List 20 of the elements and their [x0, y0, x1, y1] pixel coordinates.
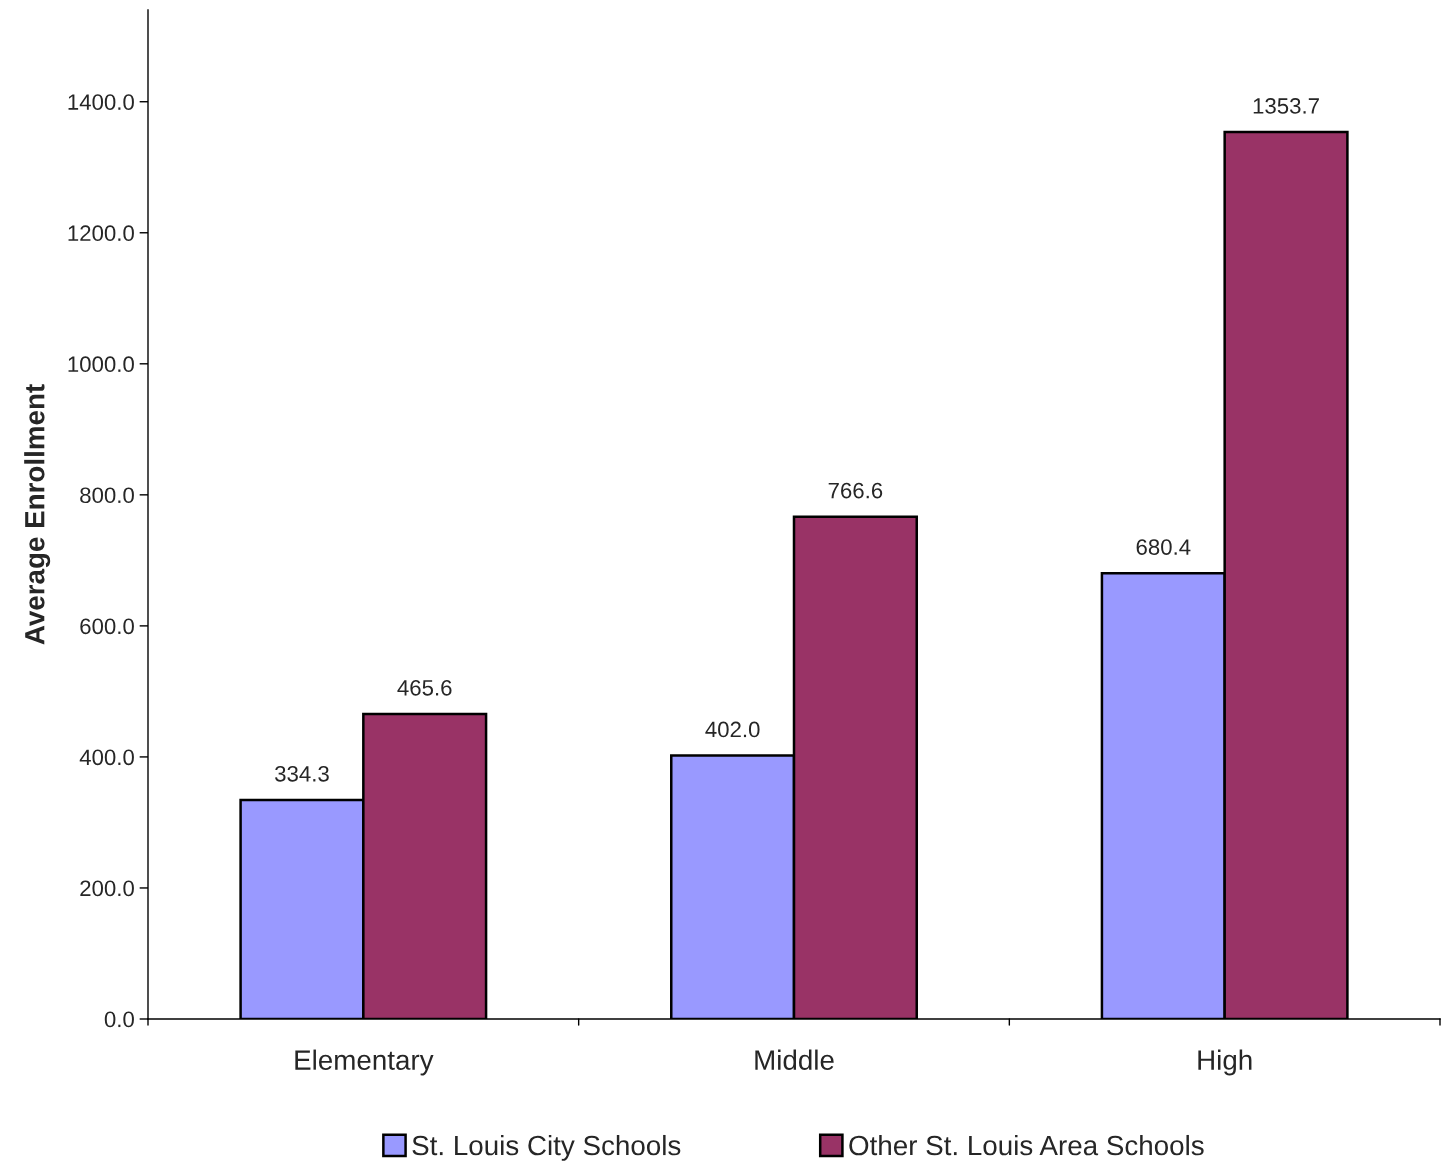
- text: 402.0: [705, 721, 760, 738]
- y-axis-title: Average Enrollment: [24, 384, 51, 645]
- text: 1353.7: [1253, 98, 1319, 114]
- text: 766.6: [828, 482, 883, 499]
- y-tick-label: 0.0: [104, 1011, 134, 1028]
- text: 334.3: [275, 765, 329, 782]
- text: 680.4: [1136, 539, 1191, 555]
- y-tick-label: 200.0: [80, 880, 134, 897]
- y-tick-label: 1400.0: [68, 94, 134, 110]
- legend-label: St. Louis City Schools: [412, 1134, 681, 1161]
- x-tick-label: Elementary: [295, 1049, 434, 1076]
- y-tick-label: 1200.0: [68, 225, 134, 242]
- legend-label: Other St. Louis Area Schools: [849, 1134, 1204, 1156]
- y-tick-label: 400.0: [79, 749, 134, 766]
- y-tick-label: 800.0: [80, 487, 134, 504]
- y-tick-label: 1000.0: [68, 356, 134, 373]
- x-tick-label: Middle: [755, 1049, 834, 1070]
- x-tick-label: High: [1198, 1049, 1252, 1076]
- y-tick-label: 600.0: [80, 618, 134, 635]
- text: 465.6: [397, 679, 452, 696]
